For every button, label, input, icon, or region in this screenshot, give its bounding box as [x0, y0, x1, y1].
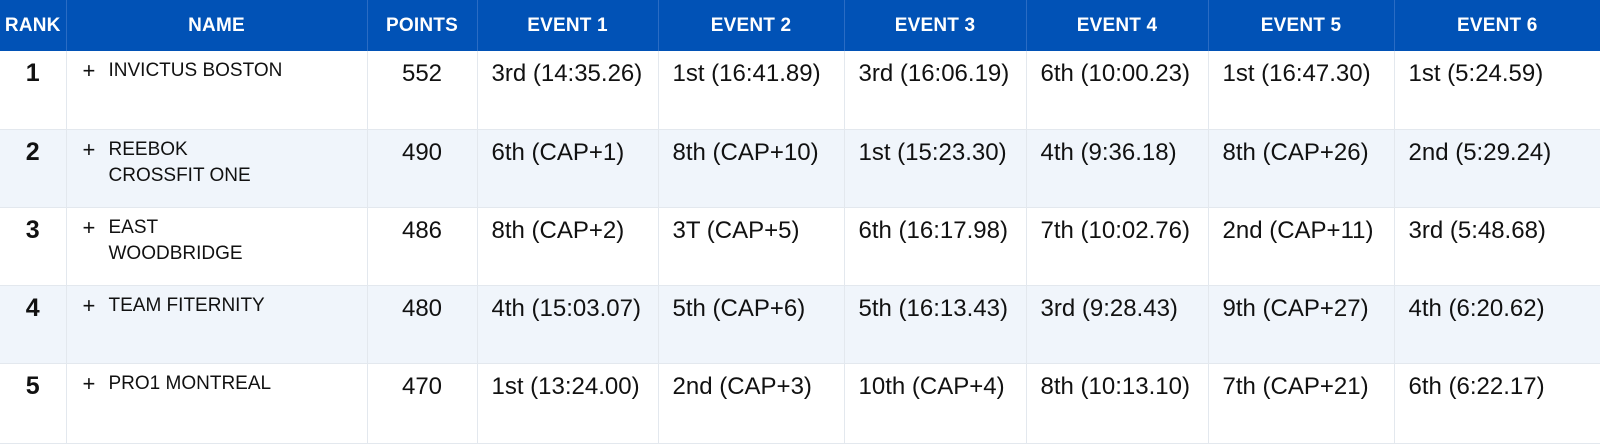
- event-2-cell: 5th (CAP+6): [658, 285, 845, 364]
- expand-icon[interactable]: +: [82, 214, 96, 240]
- event-4-cell: 4th (9:36.18): [1026, 129, 1209, 208]
- event-6-cell: 3rd (5:48.68): [1394, 207, 1600, 286]
- event-1-cell: 1st (13:24.00): [477, 363, 659, 444]
- event-2-cell: 8th (CAP+10): [658, 129, 845, 208]
- event-3-cell: 6th (16:17.98): [844, 207, 1027, 286]
- event-6-cell: 1st (5:24.59): [1394, 51, 1600, 130]
- event-3-cell: 10th (CAP+4): [844, 363, 1027, 444]
- event-5-cell: 7th (CAP+21): [1208, 363, 1395, 444]
- team-name: REEBOK CROSSFIT ONE: [108, 138, 251, 186]
- table-row[interactable]: 5 + PRO1 MONTREAL 470 1st (13:24.00) 2nd…: [0, 363, 1600, 444]
- table-row[interactable]: 4 + TEAM FITERNITY 480 4th (15:03.07) 5t…: [0, 285, 1600, 364]
- rank-cell: 3: [0, 207, 67, 286]
- expand-icon[interactable]: +: [82, 370, 96, 396]
- team-name: PRO1 MONTREAL: [108, 372, 272, 394]
- points-cell: 480: [367, 285, 478, 364]
- header-event-3[interactable]: EVENT 3: [844, 0, 1027, 51]
- team-name: TEAM FITERNITY: [108, 294, 265, 316]
- event-4-cell: 7th (10:02.76): [1026, 207, 1209, 286]
- name-cell: + INVICTUS BOSTON: [66, 51, 368, 130]
- table-row[interactable]: 3 + EAST WOODBRIDGE 486 8th (CAP+2) 3T (…: [0, 207, 1600, 286]
- points-cell: 552: [367, 51, 478, 130]
- team-name: EAST WOODBRIDGE: [108, 216, 243, 264]
- event-4-cell: 6th (10:00.23): [1026, 51, 1209, 130]
- name-cell: + PRO1 MONTREAL: [66, 363, 368, 444]
- rank-cell: 1: [0, 51, 67, 130]
- name-cell: + REEBOK CROSSFIT ONE: [66, 129, 368, 208]
- event-5-cell: 1st (16:47.30): [1208, 51, 1395, 130]
- event-4-cell: 3rd (9:28.43): [1026, 285, 1209, 364]
- event-6-cell: 2nd (5:29.24): [1394, 129, 1600, 208]
- team-name: INVICTUS BOSTON: [108, 60, 283, 81]
- table-row[interactable]: 1 + INVICTUS BOSTON 552 3rd (14:35.26) 1…: [0, 51, 1600, 130]
- event-4-cell: 8th (10:13.10): [1026, 363, 1209, 444]
- header-rank[interactable]: RANK: [0, 0, 67, 51]
- expand-icon[interactable]: +: [82, 136, 96, 162]
- event-2-cell: 3T (CAP+5): [658, 207, 845, 286]
- header-event-1[interactable]: EVENT 1: [477, 0, 659, 51]
- table-row[interactable]: 2 + REEBOK CROSSFIT ONE 490 6th (CAP+1) …: [0, 129, 1600, 208]
- event-3-cell: 1st (15:23.30): [844, 129, 1027, 208]
- event-1-cell: 8th (CAP+2): [477, 207, 659, 286]
- name-cell: + EAST WOODBRIDGE: [66, 207, 368, 286]
- event-2-cell: 2nd (CAP+3): [658, 363, 845, 444]
- event-1-cell: 6th (CAP+1): [477, 129, 659, 208]
- event-5-cell: 9th (CAP+27): [1208, 285, 1395, 364]
- points-cell: 486: [367, 207, 478, 286]
- header-event-6[interactable]: EVENT 6: [1394, 0, 1600, 51]
- event-1-cell: 4th (15:03.07): [477, 285, 659, 364]
- event-6-cell: 4th (6:20.62): [1394, 285, 1600, 364]
- event-3-cell: 3rd (16:06.19): [844, 51, 1027, 130]
- header-event-5[interactable]: EVENT 5: [1208, 0, 1395, 51]
- rank-cell: 4: [0, 285, 67, 364]
- expand-icon[interactable]: +: [82, 292, 96, 318]
- points-cell: 470: [367, 363, 478, 444]
- header-row: RANK NAME POINTS EVENT 1 EVENT 2 EVENT 3…: [0, 0, 1600, 51]
- header-name[interactable]: NAME: [66, 0, 368, 51]
- rank-cell: 2: [0, 129, 67, 208]
- name-cell: + TEAM FITERNITY: [66, 285, 368, 364]
- header-points[interactable]: POINTS: [367, 0, 478, 51]
- event-3-cell: 5th (16:13.43): [844, 285, 1027, 364]
- event-5-cell: 2nd (CAP+11): [1208, 207, 1395, 286]
- expand-icon[interactable]: +: [82, 58, 96, 83]
- event-2-cell: 1st (16:41.89): [658, 51, 845, 130]
- points-cell: 490: [367, 129, 478, 208]
- header-event-2[interactable]: EVENT 2: [658, 0, 845, 51]
- rank-cell: 5: [0, 363, 67, 444]
- header-event-4[interactable]: EVENT 4: [1026, 0, 1209, 51]
- event-6-cell: 6th (6:22.17): [1394, 363, 1600, 444]
- event-1-cell: 3rd (14:35.26): [477, 51, 659, 130]
- event-5-cell: 8th (CAP+26): [1208, 129, 1395, 208]
